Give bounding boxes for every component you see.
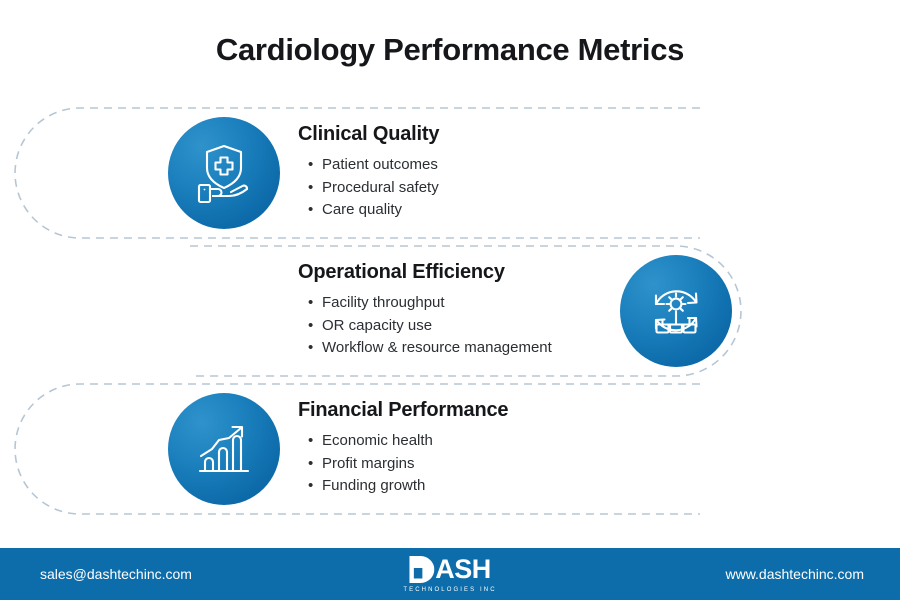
logo-wordmark: ASH [435,553,491,584]
bullet-glyph: • [308,178,314,196]
card-bullet-list: • Patient outcomes • Procedural safety •… [298,154,439,222]
card-dashed-outline [14,107,700,239]
list-item-label: Care quality [322,201,403,218]
bullet-glyph: • [308,432,314,449]
list-item: • Economic health [308,430,508,453]
list-item: • Care quality [308,199,439,222]
dash-technologies-logo: ASH TECHNOLOGIES INC [403,553,497,593]
shield-cross-hand-icon [168,117,280,229]
list-item-label: Facility throughput [322,294,445,311]
bullet-glyph: • [308,454,314,472]
metric-card-financial-performance: Financial Performance • Economic health … [0,381,900,517]
list-item-label: Profit margins [322,454,415,472]
bar-chart-growth-arrow-icon [168,393,280,505]
list-item: • Workflow & resource management [308,337,552,360]
logo-tagline: TECHNOLOGIES INC [403,586,497,593]
list-item-label: Procedural safety [322,178,439,196]
footer-website-link[interactable]: www.dashtechinc.com [725,566,864,582]
list-item-label: OR capacity use [322,316,433,334]
metrics-card-list: Clinical Quality • Patient outcomes • Pr… [0,105,900,519]
list-item: • Procedural safety [308,177,439,200]
footer-bar: sales@dashtechinc.com ASH TECHNOLOGIES I… [0,548,900,600]
page-title: Cardiology Performance Metrics [215,32,685,67]
card-bullet-list: • Economic health • Profit margins • Fun… [298,430,508,498]
bullet-glyph: • [308,201,314,218]
bullet-glyph: • [308,316,314,334]
footer-email-link[interactable]: sales@dashtechinc.com [40,566,192,582]
list-item-label: Economic health [322,432,433,449]
metric-card-operational-efficiency: Operational Efficiency • Facility throug… [0,243,900,379]
card-heading: Clinical Quality [298,123,440,145]
card-text-block: Operational Efficiency • Facility throug… [298,261,552,360]
bullet-glyph: • [308,339,314,356]
list-item-label: Funding growth [322,477,426,494]
metric-card-clinical-quality: Clinical Quality • Patient outcomes • Pr… [0,105,900,241]
card-heading: Financial Performance [298,399,509,421]
card-heading: Operational Efficiency [298,261,505,283]
list-item: • Funding growth [308,475,508,498]
card-bullet-list: • Facility throughput • OR capacity use … [298,292,552,360]
list-item-label: Workflow & resource management [322,339,552,356]
list-item-label: Patient outcomes [322,156,438,173]
gear-workflow-cycle-icon [620,255,732,367]
list-item: • OR capacity use [308,315,552,338]
dash-d-mark-icon [409,555,435,583]
list-item: • Patient outcomes [308,154,439,177]
list-item: • Profit margins [308,453,508,476]
bullet-glyph: • [308,294,314,311]
bullet-glyph: • [308,156,314,173]
card-text-block: Clinical Quality • Patient outcomes • Pr… [298,123,439,222]
bullet-glyph: • [308,477,314,494]
list-item: • Facility throughput [308,292,552,315]
card-text-block: Financial Performance • Economic health … [298,399,509,498]
